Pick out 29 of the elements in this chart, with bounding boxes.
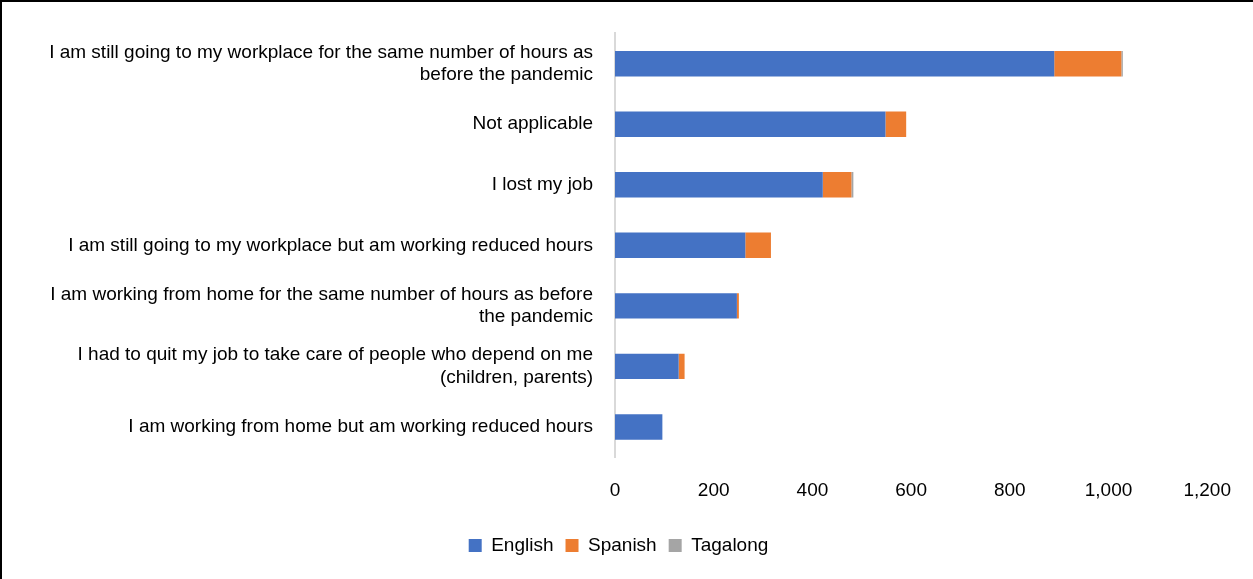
bar	[615, 111, 886, 137]
x-tick-label: 1,200	[1183, 478, 1231, 500]
x-tick-label: 200	[697, 478, 730, 500]
y-tick-label: Not applicable	[472, 112, 593, 134]
y-tick-label: I lost my job	[491, 172, 593, 194]
bar	[615, 232, 746, 259]
bar	[615, 414, 663, 440]
y-tick-label: I am still going to my workplace for the same number of hours as before the pandemic	[49, 40, 593, 85]
x-tick-label: 600	[895, 478, 927, 500]
legend-label: Spanish	[588, 533, 657, 555]
x-tick-label: 0	[609, 478, 621, 500]
bar	[615, 293, 737, 319]
x-tick-label: 800	[993, 478, 1026, 500]
bar	[678, 353, 685, 380]
y-tick-label: I am working from home but am working reduced hours	[128, 415, 593, 437]
y-tick-label: I am working from home for the same number of hours as before the pandemic	[50, 282, 593, 327]
bar	[615, 172, 823, 198]
bar	[615, 353, 679, 380]
bar	[615, 50, 1055, 77]
y-tick-label: I am still going to my workplace but am working reduced hours	[68, 233, 593, 255]
y-tick-label: I had to quit my job to take care of people who depend on me (children, parents)	[77, 343, 593, 388]
bar	[885, 111, 907, 137]
bar	[745, 232, 771, 259]
legend-label: English	[491, 533, 554, 555]
x-tick-label: 400	[796, 478, 829, 500]
x-tick-label: 1,000	[1084, 478, 1133, 500]
legend-label: Tagalong	[691, 533, 769, 555]
bar	[1054, 50, 1122, 77]
bar	[822, 172, 852, 198]
